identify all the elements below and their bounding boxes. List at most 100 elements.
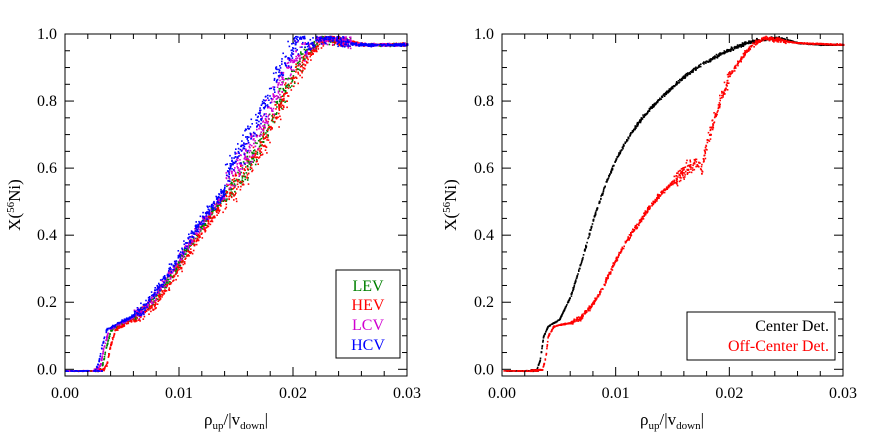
data-point (265, 95, 267, 98)
data-point (680, 78, 683, 80)
data-point (277, 95, 279, 98)
data-point (150, 291, 153, 293)
data-point (302, 56, 305, 59)
data-point (117, 324, 119, 326)
data-point (400, 44, 403, 46)
data-point (216, 196, 218, 199)
data-point (290, 49, 293, 52)
data-point (299, 38, 301, 40)
data-point (245, 166, 247, 168)
data-point (106, 333, 109, 336)
data-point (211, 220, 214, 223)
data-point (267, 97, 269, 99)
data-point (266, 122, 269, 125)
data-point (200, 233, 203, 235)
data-point (203, 222, 205, 225)
data-point (329, 37, 331, 39)
data-point (149, 307, 152, 310)
data-point (281, 81, 283, 84)
data-point (604, 185, 606, 188)
data-point (753, 41, 755, 44)
data-point (225, 192, 228, 194)
data-point (155, 307, 157, 309)
data-point (713, 56, 715, 59)
data-point (301, 61, 304, 64)
data-point (285, 85, 287, 87)
data-point (240, 162, 242, 164)
data-point (342, 40, 345, 43)
data-point (750, 40, 752, 43)
data-point (293, 40, 296, 42)
data-point (343, 36, 346, 38)
data-point (101, 344, 104, 347)
data-point (275, 113, 278, 115)
data-point (226, 163, 228, 165)
data-point (273, 79, 276, 81)
data-point (649, 106, 652, 109)
data-point (576, 274, 579, 277)
data-point (99, 368, 102, 371)
data-point (150, 298, 153, 301)
data-point (630, 132, 632, 134)
data-point (322, 45, 325, 47)
data-point (191, 240, 194, 242)
data-point (312, 53, 314, 55)
data-point (735, 47, 738, 49)
data-point (783, 37, 785, 40)
data-point (255, 119, 258, 121)
data-point (284, 92, 286, 95)
data-point (94, 368, 97, 371)
data-point (374, 43, 376, 46)
data-point (170, 272, 172, 275)
data-point (284, 83, 286, 86)
data-point (137, 315, 140, 317)
data-point (158, 296, 160, 299)
data-point (278, 105, 280, 107)
data-point (258, 120, 260, 123)
data-point (299, 66, 302, 68)
data-point (75, 370, 77, 372)
data-point (342, 37, 345, 39)
data-point (342, 36, 344, 38)
data-point (180, 257, 183, 260)
data-point (662, 94, 664, 97)
data-point (241, 140, 243, 142)
data-point (201, 232, 203, 234)
data-point (214, 203, 216, 206)
data-point (243, 147, 246, 150)
data-point (299, 46, 302, 48)
data-point (262, 141, 265, 143)
data-point (235, 160, 237, 163)
data-point (157, 287, 160, 290)
data-point (103, 337, 105, 340)
data-point (614, 161, 616, 163)
y-tick-label: 0.4 (37, 227, 57, 244)
data-point (281, 78, 283, 81)
data-point (218, 199, 220, 202)
data-point (303, 36, 305, 38)
data-point (282, 105, 285, 107)
data-point (542, 339, 544, 342)
data-point (178, 268, 180, 271)
data-point (254, 132, 256, 135)
data-point (243, 162, 246, 165)
data-point (569, 297, 571, 299)
data-point (253, 142, 255, 145)
data-point (283, 89, 285, 92)
data-point (285, 100, 288, 103)
data-point (152, 302, 154, 304)
data-point (265, 120, 268, 122)
data-point (192, 249, 195, 252)
data-point (333, 36, 336, 38)
data-point (739, 44, 741, 47)
data-point (228, 167, 230, 169)
data-point (82, 370, 84, 372)
data-point (147, 309, 150, 311)
data-point (264, 144, 266, 147)
data-point (145, 303, 147, 305)
data-point (114, 329, 117, 332)
data-point (346, 40, 348, 43)
data-point (233, 177, 236, 180)
data-point (336, 43, 339, 45)
data-point (167, 282, 169, 285)
